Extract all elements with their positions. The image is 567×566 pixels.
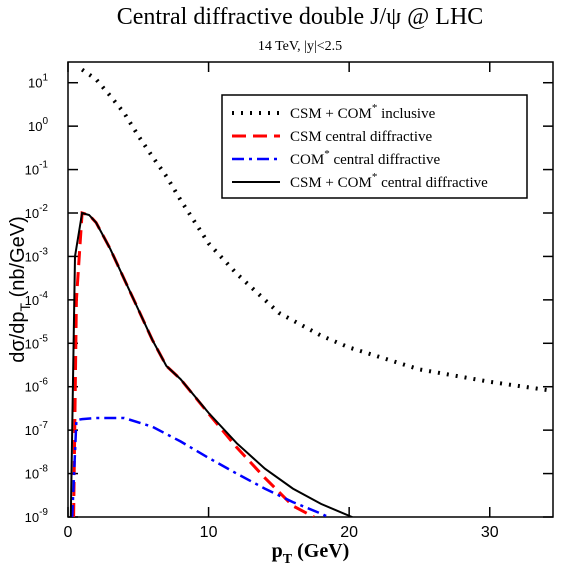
y-tick-base: 10 xyxy=(25,336,39,351)
y-tick-label: 10-2 xyxy=(25,203,49,221)
x-tick-label: 30 xyxy=(481,524,499,541)
y-tick-exponent: -1 xyxy=(39,160,48,171)
x-tick-label: 10 xyxy=(200,524,218,541)
legend-text: COM xyxy=(290,152,324,168)
y-tick-base: 10 xyxy=(25,206,39,221)
legend-text: CSM + COM xyxy=(290,106,372,122)
series-line xyxy=(69,211,353,517)
y-tick-exponent: -3 xyxy=(39,246,48,257)
legend-text: central diffractive xyxy=(330,152,441,168)
x-tick-label: 0 xyxy=(64,524,73,541)
x-label-sub: T xyxy=(283,552,293,566)
y-tick-label: 10-4 xyxy=(25,290,49,308)
y-tick-exponent: -5 xyxy=(39,333,48,344)
y-label-main: dσ/dp xyxy=(7,311,29,362)
series-line xyxy=(70,416,329,517)
series-line xyxy=(80,67,553,393)
y-tick-label: 10-8 xyxy=(25,464,49,482)
y-tick-label: 10-9 xyxy=(25,507,49,525)
y-tick-label: 10-6 xyxy=(25,377,49,395)
y-tick-exponent: -9 xyxy=(39,507,48,518)
y-tick-base: 10 xyxy=(25,423,39,438)
y-tick-label: 10-1 xyxy=(25,160,49,178)
x-label-tail: (GeV) xyxy=(292,540,349,562)
y-tick-base: 10 xyxy=(25,467,39,482)
legend-label: COM* central diffractive xyxy=(290,148,441,168)
y-tick-base: 10 xyxy=(28,119,42,134)
y-tick-label: 100 xyxy=(28,116,48,134)
y-tick-base: 10 xyxy=(25,380,39,395)
chart-subtitle: 14 TeV, |y|<2.5 xyxy=(258,39,342,54)
series-line xyxy=(72,211,315,517)
plot-frame xyxy=(67,61,554,518)
y-label-sub: T xyxy=(17,302,33,311)
x-axis-label: pT (GeV) xyxy=(272,540,350,566)
y-tick-exponent: -7 xyxy=(39,420,48,431)
legend-text: CSM + COM xyxy=(290,175,372,191)
legend-box xyxy=(221,94,528,199)
y-label-tail: (nb/GeV) xyxy=(7,216,29,303)
y-axis-label: dσ/dpT (nb/GeV) xyxy=(7,216,33,363)
y-tick-base: 10 xyxy=(25,249,39,264)
x-label-main: p xyxy=(272,540,283,562)
chart-title: Central diffractive double J/ψ @ LHC xyxy=(117,4,484,30)
legend-text: inclusive xyxy=(377,106,435,122)
y-tick-exponent: -8 xyxy=(39,464,48,475)
y-tick-base: 10 xyxy=(25,163,39,178)
y-tick-exponent: 1 xyxy=(42,73,48,84)
legend-label: CSM + COM* inclusive xyxy=(290,102,436,122)
y-tick-exponent: 0 xyxy=(42,116,48,127)
x-tick-label: 20 xyxy=(340,524,358,541)
y-tick-base: 10 xyxy=(25,510,39,525)
legend-star: * xyxy=(372,102,378,114)
legend-label: CSM central diffractive xyxy=(290,129,433,145)
legend-label: CSM + COM* central diffractive xyxy=(290,171,488,191)
y-tick-label: 10-5 xyxy=(25,333,49,351)
legend-star: * xyxy=(372,171,378,183)
y-tick-base: 10 xyxy=(25,293,39,308)
y-tick-label: 10-7 xyxy=(25,420,49,438)
legend-star: * xyxy=(324,148,330,160)
legend-text: central diffractive xyxy=(377,175,488,191)
y-tick-exponent: -2 xyxy=(39,203,48,214)
y-tick-label: 10-3 xyxy=(25,246,49,264)
y-tick-base: 10 xyxy=(28,76,42,91)
y-tick-exponent: -6 xyxy=(39,377,48,388)
y-tick-label: 101 xyxy=(28,73,48,91)
y-tick-exponent: -4 xyxy=(39,290,48,301)
